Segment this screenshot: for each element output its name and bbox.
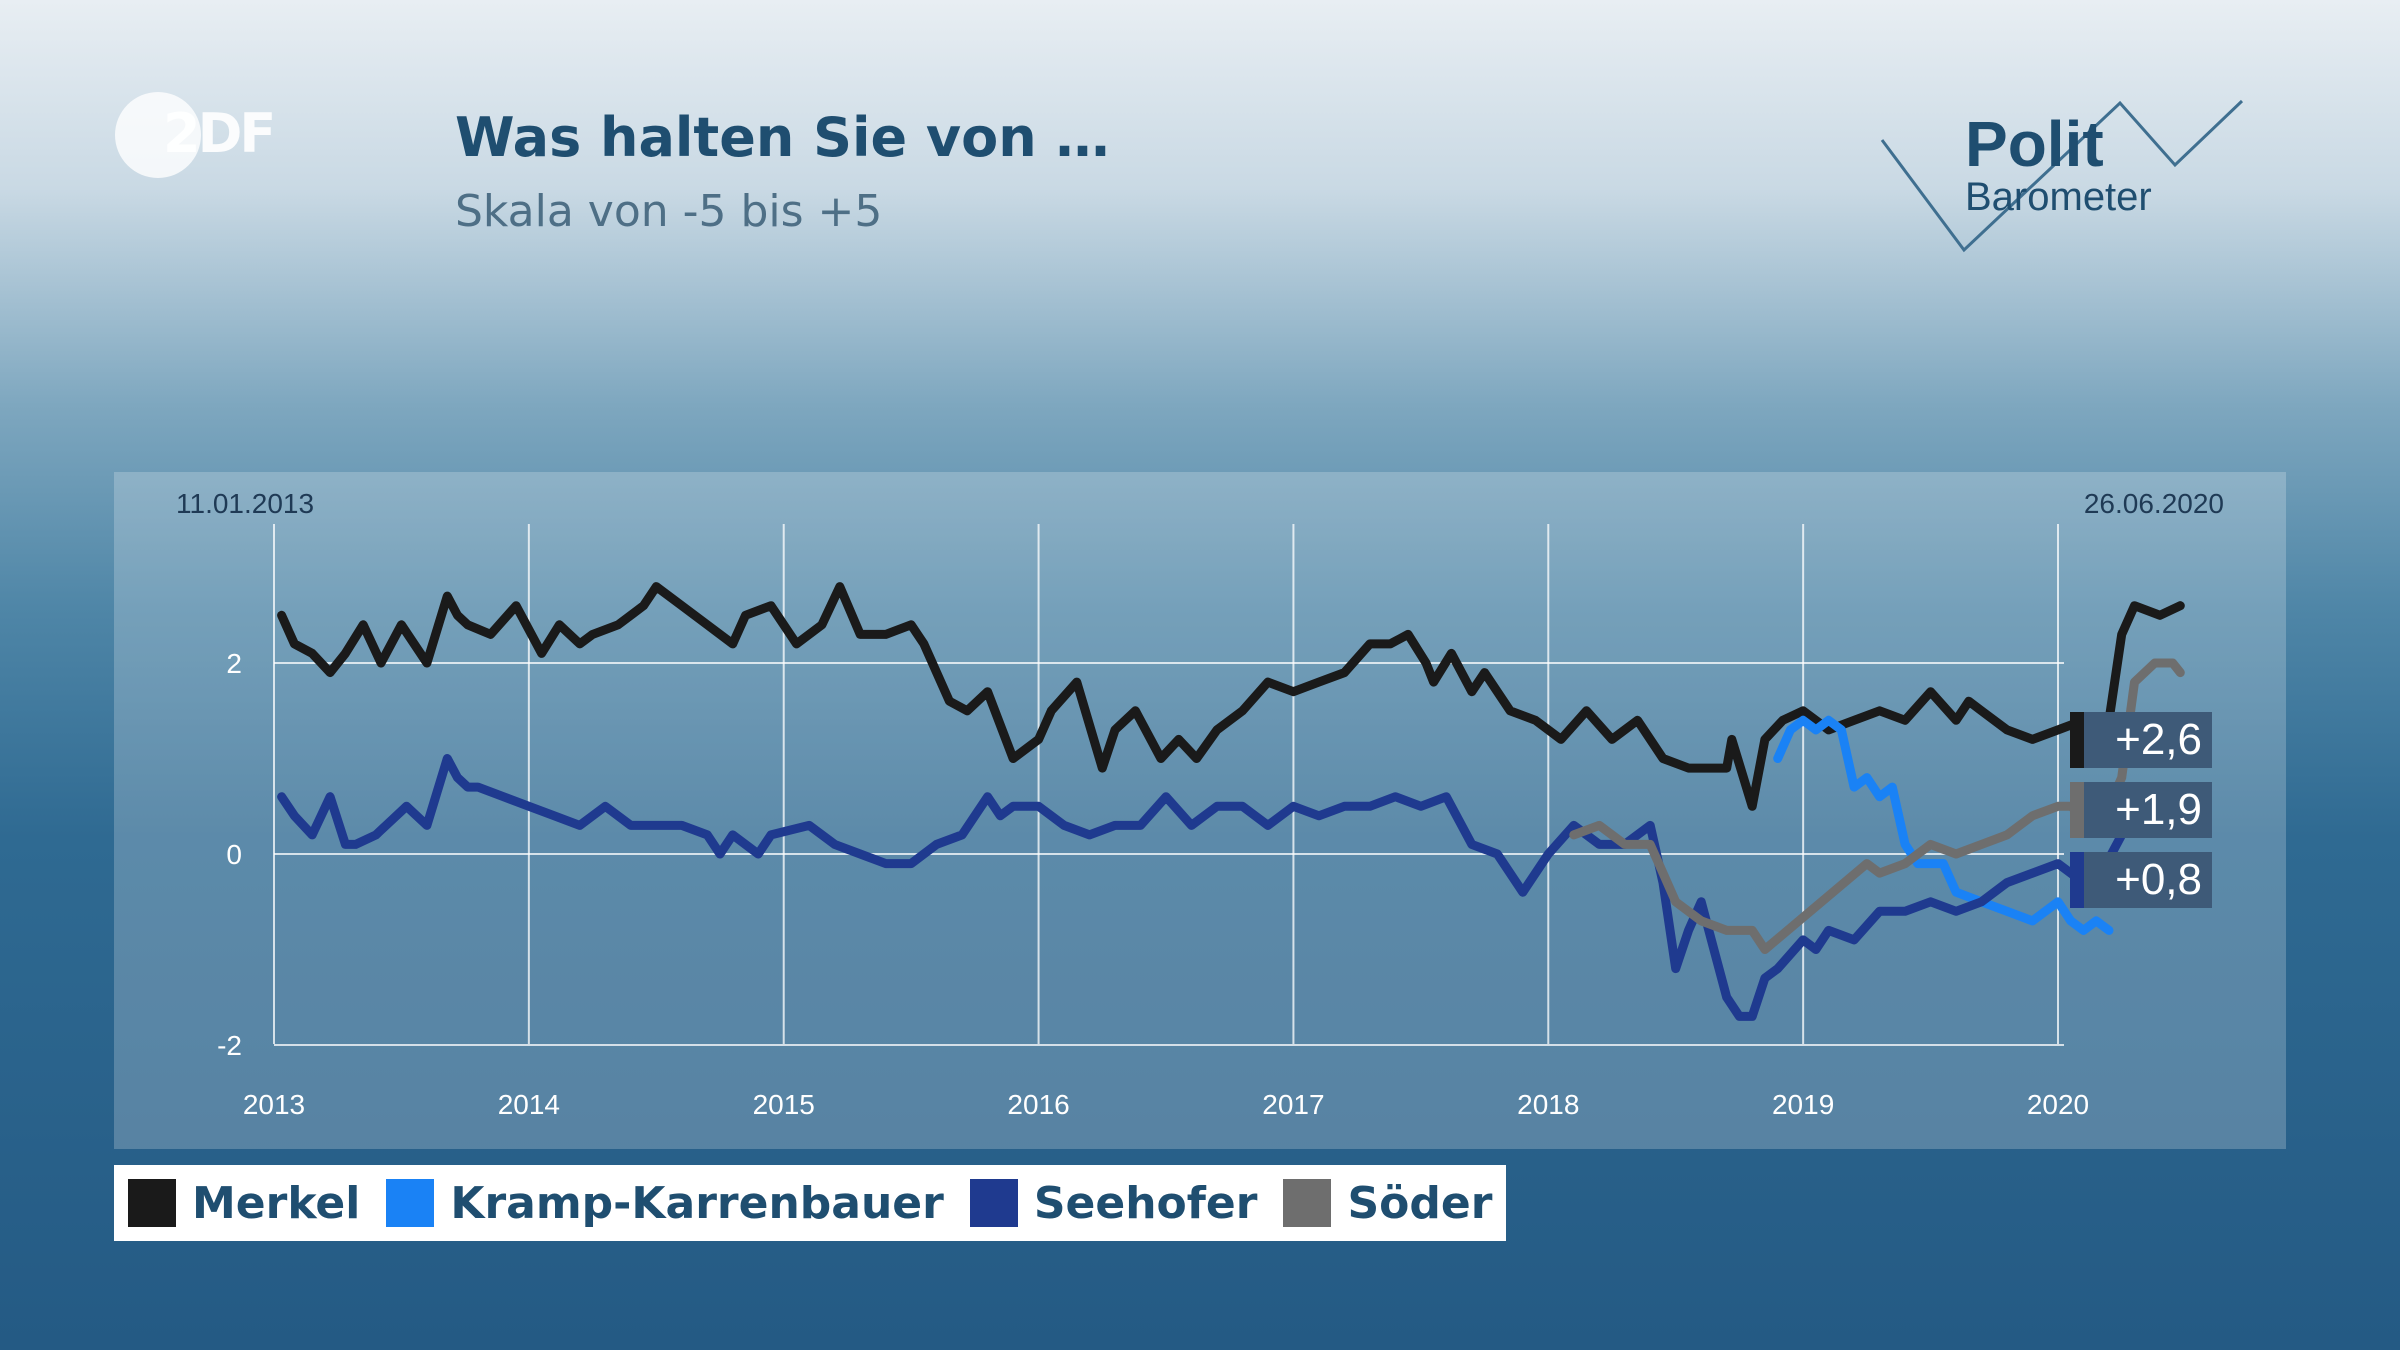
x-tick-label: 2013: [243, 1089, 305, 1120]
value-label-layer: +2,6 +1,9 +0,8: [2070, 712, 2212, 908]
x-tick-label: 2019: [1772, 1089, 1834, 1120]
value-label: +1,9: [2070, 782, 2212, 838]
x-tick-label: 2015: [753, 1089, 815, 1120]
series-layer: [277, 582, 2185, 1021]
legend-swatch: [128, 1179, 176, 1227]
legend-label: Merkel: [192, 1177, 361, 1229]
x-tick-label: 2016: [1007, 1089, 1069, 1120]
legend-label: Söder: [1347, 1177, 1493, 1229]
x-tick-label: 2017: [1262, 1089, 1324, 1120]
y-tick-label: -2: [217, 1030, 242, 1061]
series-line-seehofer: [277, 754, 2185, 1021]
legend: Merkel Kramp-Karrenbauer Seehofer Söder: [114, 1165, 1507, 1241]
value-label-text: +0,8: [2115, 855, 2202, 904]
value-label: +2,6: [2070, 712, 2212, 768]
value-label-text: +1,9: [2115, 785, 2202, 834]
chart-subtitle: Skala von -5 bis +5: [455, 186, 883, 237]
end-date-label: 26.06.2020: [2084, 488, 2224, 519]
start-date-label: 11.01.2013: [176, 488, 314, 519]
value-label-box: [2070, 782, 2212, 838]
zdf-logo-text: 2DF: [163, 102, 276, 165]
zdf-logo: 2DF: [115, 88, 285, 178]
legend-swatch: [1283, 1179, 1332, 1227]
politbarometer-logo-graphic: [1880, 99, 2244, 253]
legend-item-s-der: Söder: [1283, 1178, 1492, 1229]
x-tick-label: 2014: [498, 1089, 560, 1120]
politbarometer-logo: Polit Barometer: [1880, 95, 2250, 255]
politbarometer-logo-line1: Polit: [1965, 108, 2104, 180]
value-label-text: +2,6: [2115, 715, 2202, 764]
legend-label: Kramp-Karrenbauer: [450, 1177, 944, 1229]
legend-swatch: [969, 1179, 1018, 1227]
legend-label: Seehofer: [1033, 1177, 1258, 1229]
x-tick-label: 2020: [2027, 1089, 2089, 1120]
legend-item-seehofer: Seehofer: [969, 1177, 1258, 1229]
value-label: +0,8: [2070, 852, 2212, 908]
value-label-box: [2070, 712, 2212, 768]
series-line-merkel: [277, 582, 2185, 811]
grid-layer: [273, 524, 2064, 1046]
value-label-marker: [2070, 712, 2084, 768]
legend-swatch: [386, 1179, 435, 1227]
chart-title: Was halten Sie von …: [455, 106, 1110, 169]
legend-item-merkel: Merkel: [128, 1178, 360, 1229]
zdf-logo-circle: [115, 92, 201, 178]
politbarometer-logo-line2: Barometer: [1965, 175, 2152, 219]
y-tick-label: 2: [226, 648, 242, 679]
value-label-box: [2070, 852, 2212, 908]
value-label-marker: [2070, 782, 2084, 838]
legend-item-kramp-karrenbauer: Kramp-Karrenbauer: [386, 1178, 944, 1229]
value-label-marker: [2070, 852, 2084, 908]
chart-panel: 2 0 -2 2013 2014 2015 2016 2017 2018 2019 2020 11.0…: [114, 472, 2286, 1149]
x-tick-label: 2018: [1517, 1089, 1579, 1120]
y-tick-label: 0: [226, 839, 242, 870]
